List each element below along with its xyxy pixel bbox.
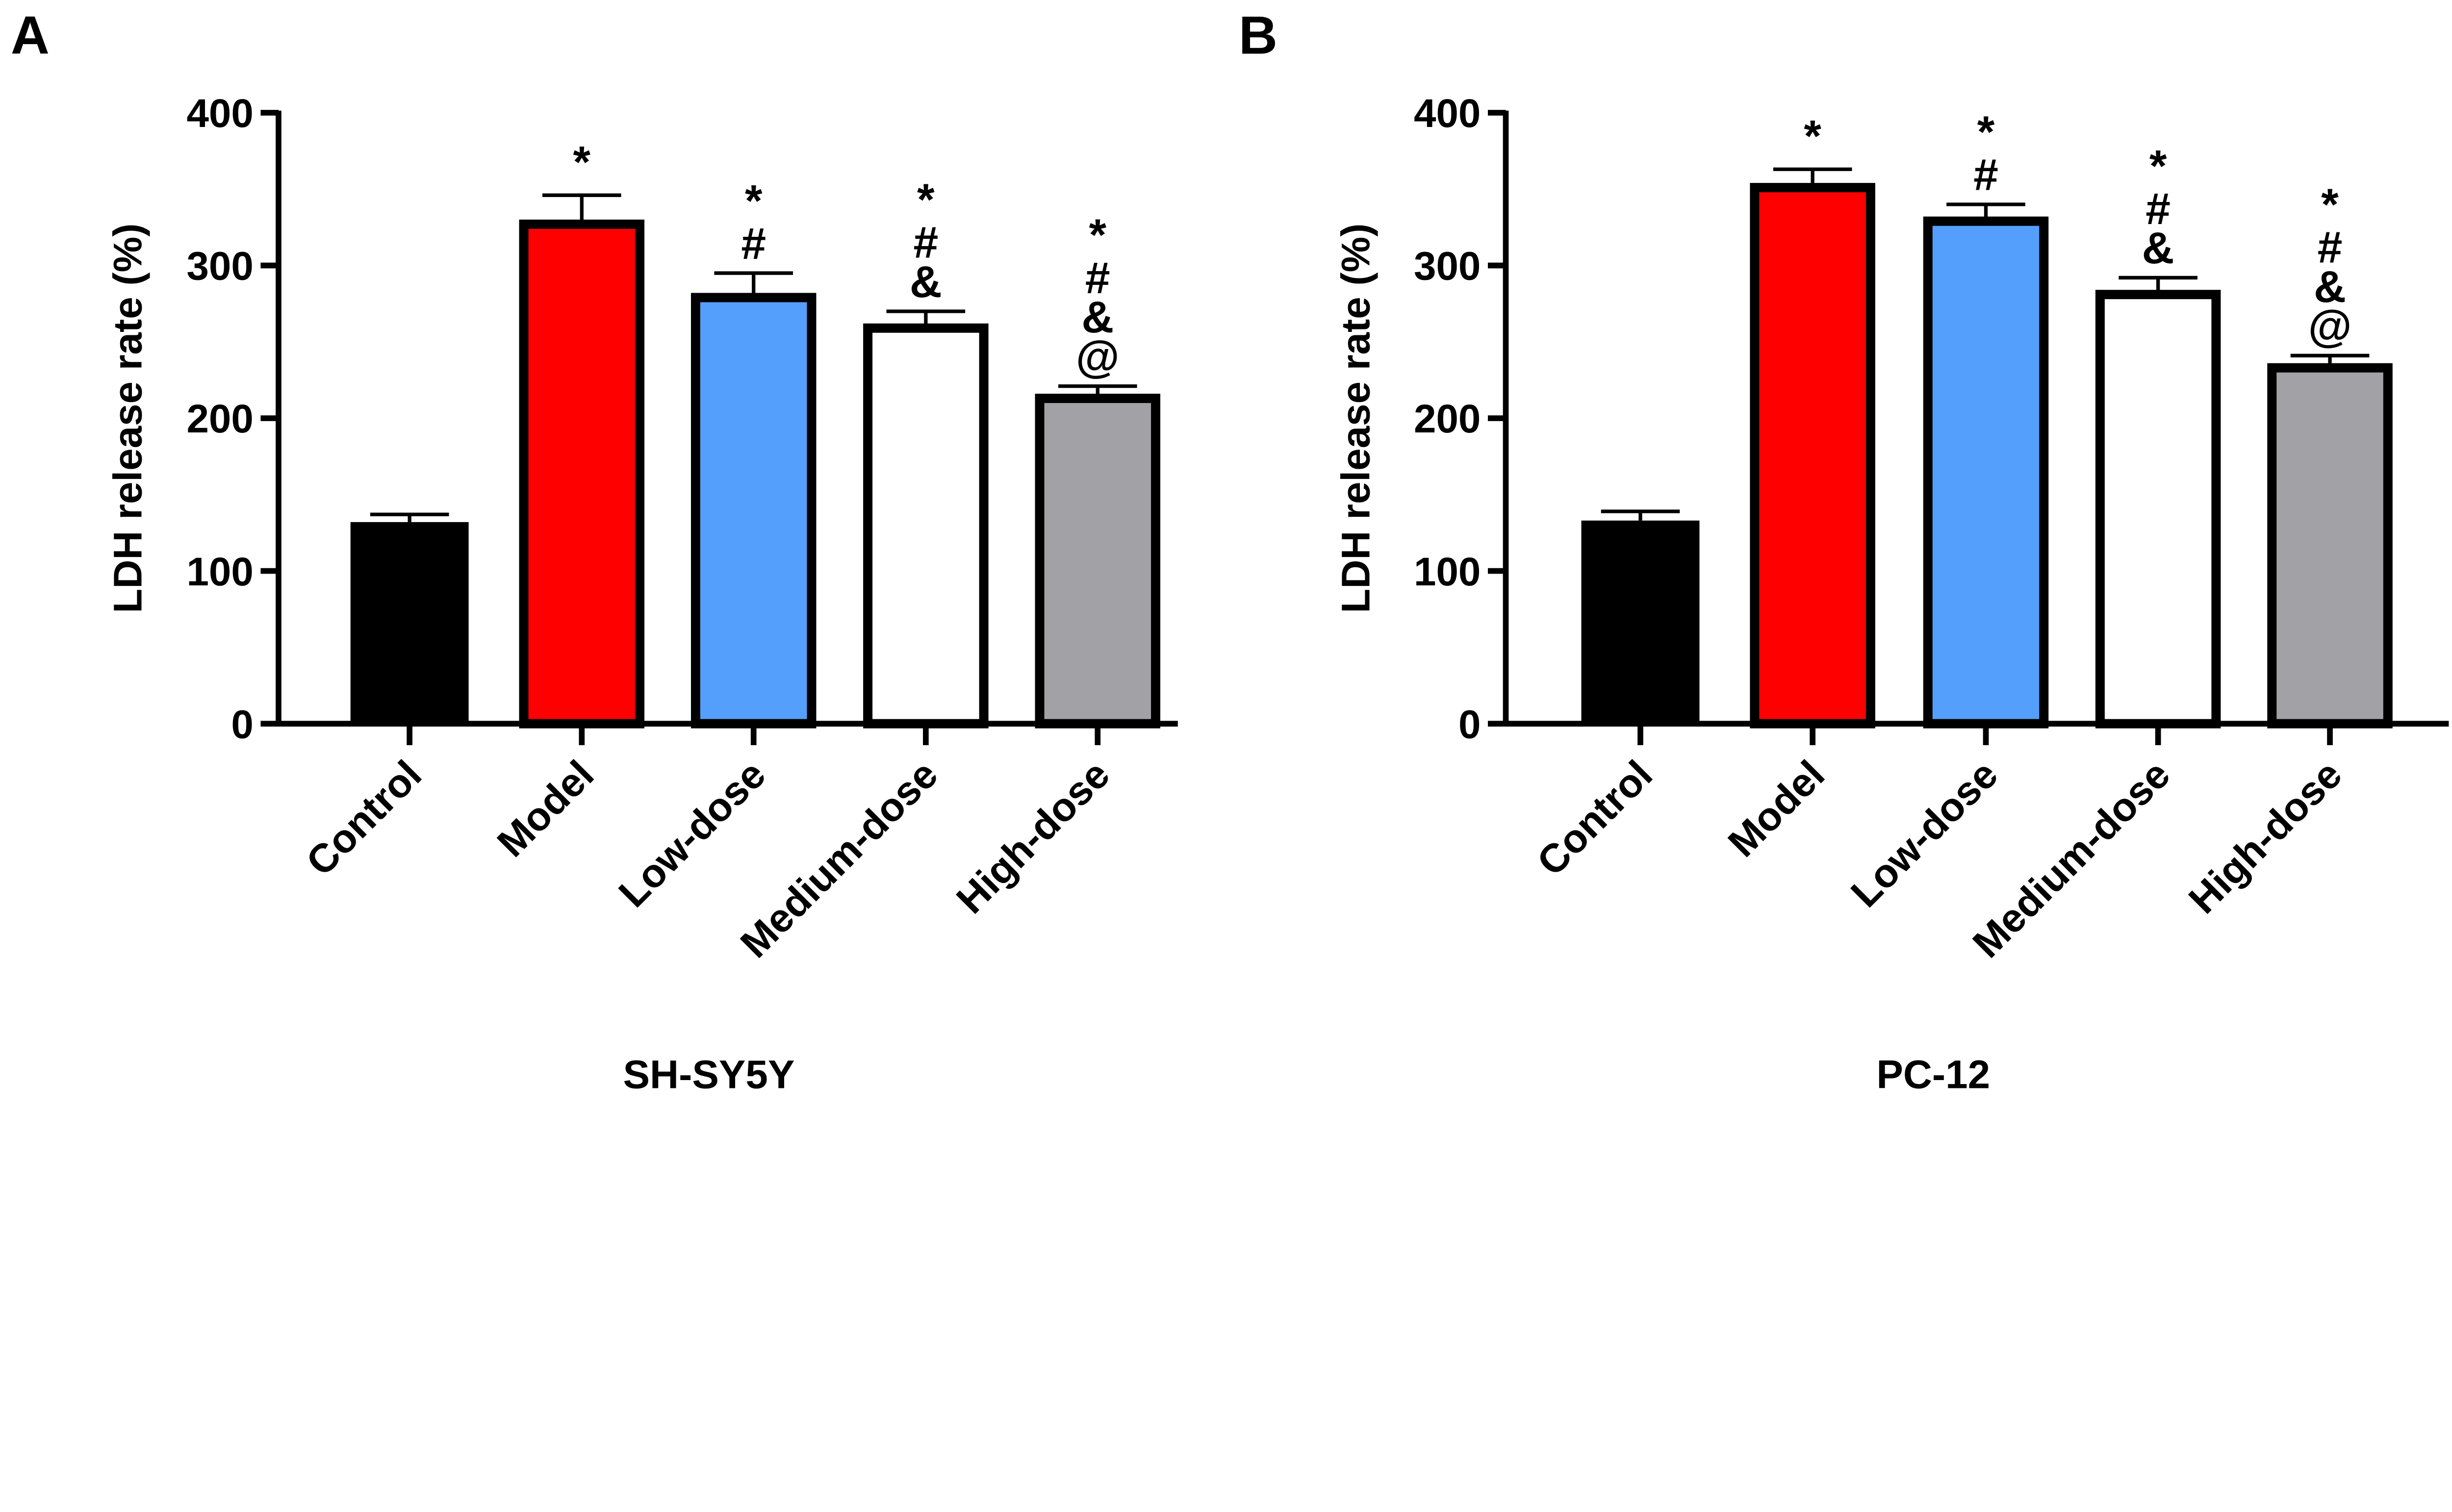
significance-mark: #: [913, 217, 938, 267]
panel-letter: B: [1239, 6, 1277, 66]
y-tick-label: 100: [1414, 550, 1481, 594]
significance-mark: #: [1085, 253, 1110, 303]
y-tick-label: 0: [1458, 702, 1481, 747]
significance-mark: *: [1804, 111, 1821, 161]
significance-mark: #: [1973, 150, 1998, 200]
significance-mark: #: [741, 219, 766, 269]
significance-mark: *: [1089, 210, 1107, 260]
bar: [690, 293, 817, 729]
y-tick-label: 300: [1414, 244, 1481, 289]
x-axis-title: PC-12: [1876, 1052, 1990, 1097]
significance-mark: &: [910, 257, 942, 307]
bar: [2267, 363, 2393, 729]
significance-mark: #: [2146, 184, 2171, 234]
significance-mark: *: [745, 176, 763, 226]
y-tick-label: 0: [231, 702, 253, 747]
significance-mark: *: [2321, 179, 2339, 229]
significance-mark: *: [2149, 141, 2167, 191]
significance-mark: *: [573, 137, 591, 187]
y-tick-label: 200: [1414, 397, 1481, 441]
significance-mark: @: [2308, 301, 2352, 351]
panel-letter: A: [11, 6, 50, 66]
significance-mark: *: [917, 175, 935, 225]
significance-mark: #: [2318, 223, 2343, 273]
x-axis-title: SH-SY5Y: [623, 1052, 795, 1097]
y-tick-label: 400: [1414, 91, 1481, 136]
significance-mark: &: [2314, 262, 2346, 312]
y-tick-label: 400: [186, 91, 253, 136]
bar: [863, 323, 989, 729]
y-axis-title: LDH release rate (%): [1333, 223, 1378, 613]
y-tick-label: 100: [186, 550, 253, 594]
y-tick-label: 200: [186, 397, 253, 441]
bar: [350, 522, 469, 724]
bar: [519, 219, 645, 729]
bar: [1035, 394, 1161, 729]
y-tick-label: 300: [186, 244, 253, 289]
significance-mark: &: [1081, 292, 1114, 342]
bar: [1750, 183, 1875, 729]
bar: [1923, 216, 2049, 729]
bar: [1581, 520, 1700, 724]
significance-mark: @: [1076, 331, 1120, 381]
y-axis-title: LDH release rate (%): [105, 223, 150, 613]
significance-mark: *: [1977, 107, 1995, 157]
bar: [2095, 290, 2221, 729]
significance-mark: &: [2142, 223, 2174, 273]
